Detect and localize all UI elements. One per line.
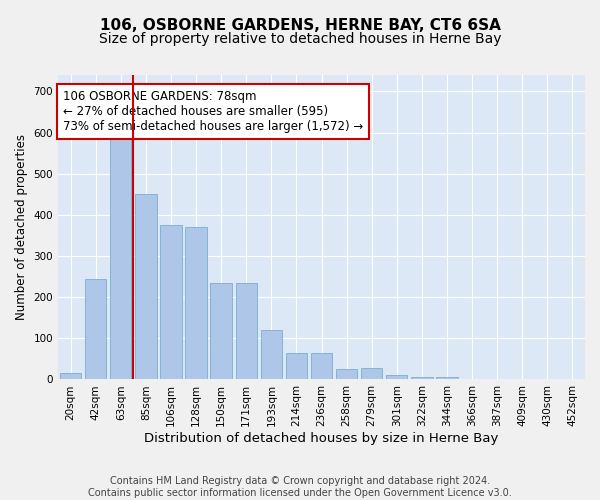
Bar [211, 283, 232, 380]
Text: Size of property relative to detached houses in Herne Bay: Size of property relative to detached ho… [99, 32, 501, 46]
Text: 106, OSBORNE GARDENS, HERNE BAY, CT6 6SA: 106, OSBORNE GARDENS, HERNE BAY, CT6 6SA [100, 18, 500, 32]
Bar [386, 376, 407, 380]
Bar [85, 278, 106, 380]
Bar [461, 378, 483, 380]
Bar [185, 227, 207, 380]
Y-axis label: Number of detached properties: Number of detached properties [15, 134, 28, 320]
Bar [160, 225, 182, 380]
Bar [60, 374, 81, 380]
Bar [110, 136, 131, 380]
Bar [436, 376, 458, 380]
Bar [361, 368, 382, 380]
Bar [487, 378, 508, 380]
Bar [411, 377, 433, 380]
Bar [135, 194, 157, 380]
Bar [311, 352, 332, 380]
X-axis label: Distribution of detached houses by size in Herne Bay: Distribution of detached houses by size … [145, 432, 499, 445]
Bar [336, 369, 357, 380]
Bar [236, 283, 257, 380]
Bar [260, 330, 282, 380]
Bar [286, 352, 307, 380]
Text: 106 OSBORNE GARDENS: 78sqm
← 27% of detached houses are smaller (595)
73% of sem: 106 OSBORNE GARDENS: 78sqm ← 27% of deta… [64, 90, 364, 133]
Text: Contains HM Land Registry data © Crown copyright and database right 2024.
Contai: Contains HM Land Registry data © Crown c… [88, 476, 512, 498]
